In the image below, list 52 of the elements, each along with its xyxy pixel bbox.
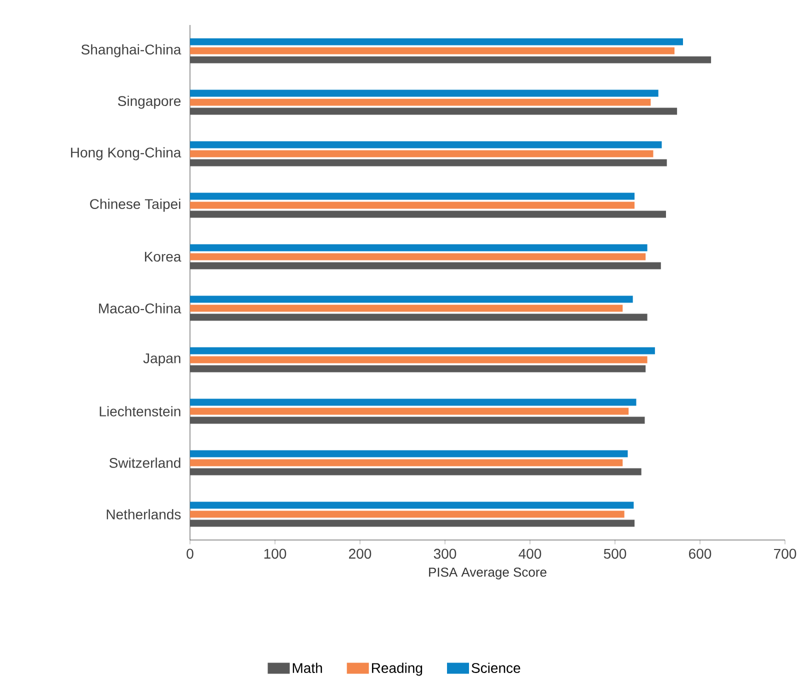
x-tick-label: 500 <box>604 548 626 559</box>
y-tick-label: Liechtenstein <box>100 406 180 416</box>
bar <box>190 38 683 46</box>
bar <box>190 253 646 260</box>
x-axis-title: PISA Average Score <box>429 568 546 580</box>
bar <box>190 416 645 424</box>
bar <box>190 347 655 354</box>
bar <box>190 459 623 466</box>
bar <box>190 520 635 527</box>
bar <box>190 262 661 270</box>
x-tick-label: 600 <box>689 548 712 559</box>
x-tick-label: 0 <box>186 548 194 559</box>
bar <box>190 192 635 200</box>
y-tick-label: Macao-China <box>99 303 182 314</box>
bar <box>190 314 648 321</box>
bar <box>190 510 624 518</box>
bar <box>190 159 667 166</box>
bar <box>190 365 646 372</box>
bar <box>190 296 633 303</box>
y-tick-label: Hong Kong-China <box>71 147 182 160</box>
x-tick-label: 700 <box>774 548 796 559</box>
y-tick-label: Netherlands <box>106 509 181 520</box>
legend-label: Science <box>472 662 520 673</box>
bar <box>190 210 666 218</box>
bar <box>190 98 651 106</box>
bar <box>190 398 636 406</box>
bar <box>190 56 712 64</box>
bar <box>190 150 654 158</box>
x-tick-label: 200 <box>349 548 372 559</box>
bar <box>190 244 648 252</box>
bar <box>190 502 634 509</box>
bar <box>190 141 662 148</box>
bar <box>190 108 678 115</box>
y-tick-label: Singapore <box>118 96 181 109</box>
x-tick-label: 300 <box>434 548 456 559</box>
y-tick-label: Chinese Taipei <box>90 198 180 212</box>
legend-label: Reading <box>372 662 422 676</box>
bar <box>190 304 623 312</box>
bar <box>190 468 642 476</box>
bar <box>190 202 635 209</box>
x-tick-label: 400 <box>518 548 542 559</box>
bar <box>190 408 629 415</box>
bar <box>190 356 648 364</box>
y-tick-label: Japan <box>143 353 180 366</box>
y-tick-label: Shanghai-China <box>81 44 182 58</box>
bar <box>190 450 628 458</box>
legend-label: Math <box>292 662 322 673</box>
x-tick-label: 100 <box>264 548 286 559</box>
bar <box>190 47 674 54</box>
y-tick-label: Switzerland <box>109 458 180 468</box>
y-tick-label: Korea <box>144 252 182 262</box>
bar <box>190 90 658 97</box>
